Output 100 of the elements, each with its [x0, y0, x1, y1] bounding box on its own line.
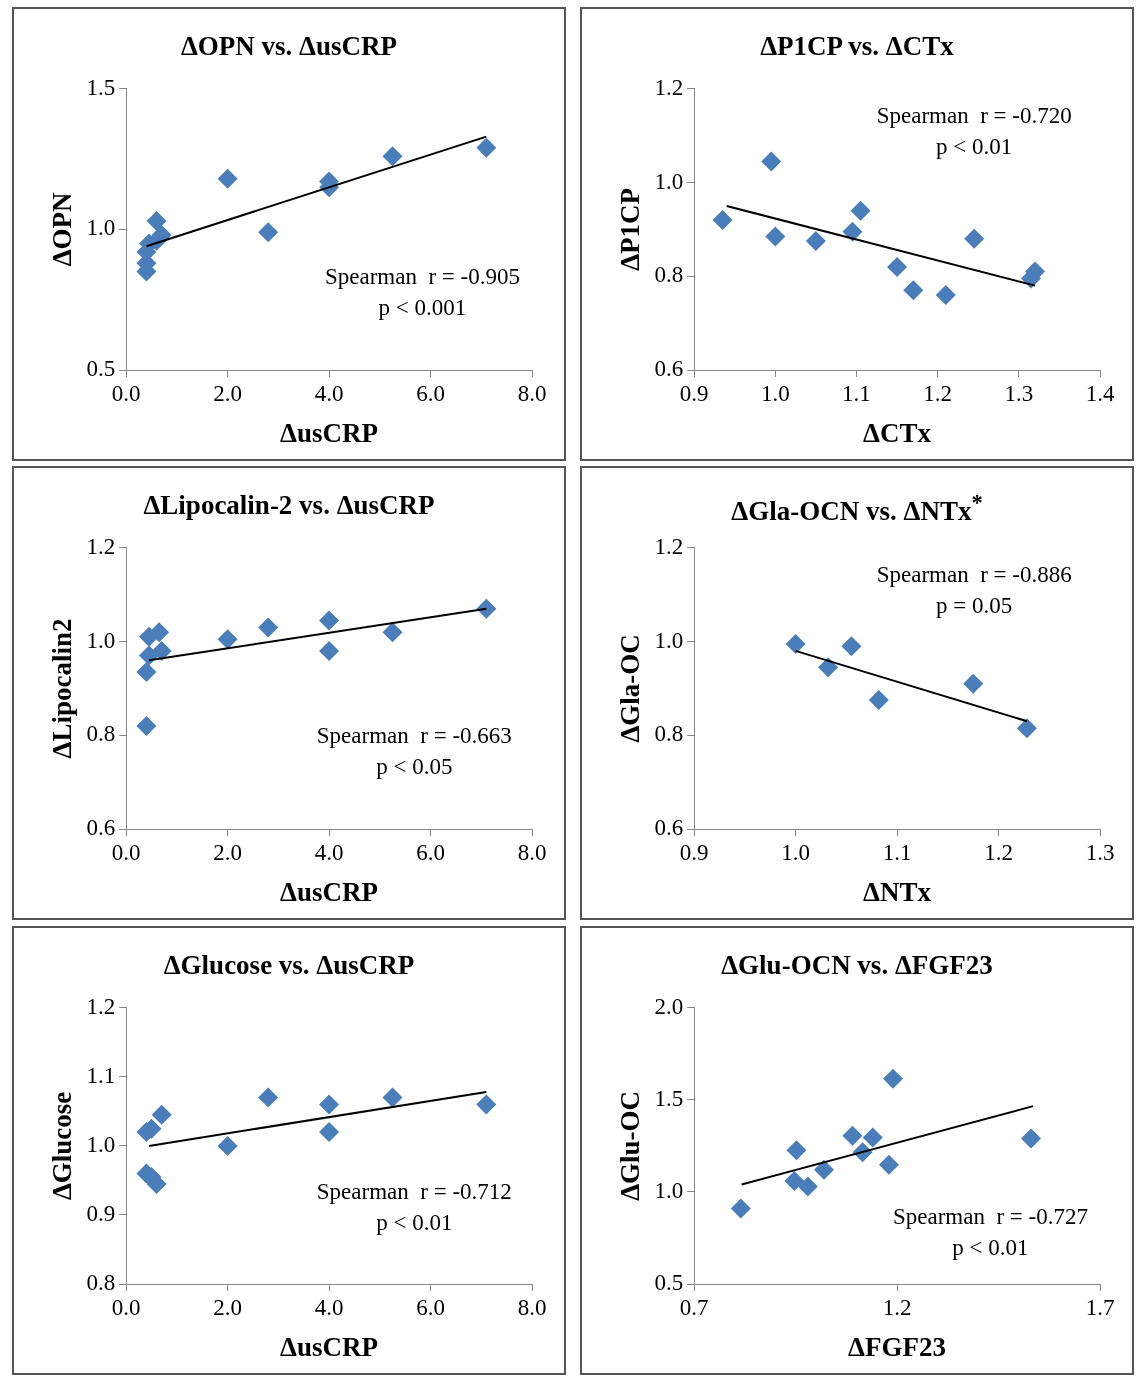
- x-tick-label: 0.0: [111, 1294, 141, 1320]
- point: [903, 280, 924, 301]
- x-tick-label: 2.0: [213, 380, 242, 406]
- point: [382, 622, 403, 643]
- point: [730, 1198, 751, 1219]
- x-tick-label: 1.7: [1085, 1294, 1115, 1320]
- y-tick-label: 0.8: [654, 721, 684, 747]
- annotation: Spearman r = -0.712: [316, 1179, 512, 1205]
- point: [151, 1104, 172, 1125]
- x-tick-label: 0.9: [679, 380, 709, 406]
- y-tick-label: 0.8: [86, 1270, 116, 1296]
- point: [476, 1094, 497, 1115]
- chart-title: ΔGlucose vs. ΔusCRP: [162, 950, 416, 981]
- point: [814, 1159, 835, 1180]
- y-tick-label: 1.5: [86, 74, 116, 100]
- point: [887, 256, 908, 277]
- point: [797, 1176, 818, 1197]
- x-tick-label: 8.0: [517, 839, 547, 865]
- y-tick-label: 1.0: [654, 168, 684, 194]
- point: [805, 231, 826, 252]
- y-tick-label: 0.6: [654, 815, 684, 841]
- x-tick-label: 1.2: [984, 839, 1013, 865]
- chart-title: ΔOPN vs. ΔusCRP: [179, 31, 399, 62]
- y-tick-label: 1.0: [86, 1131, 116, 1157]
- point: [382, 1087, 403, 1108]
- annotation: p < 0.01: [936, 134, 1013, 160]
- point: [761, 151, 782, 172]
- y-axis-title: ΔLipocalin2: [47, 618, 78, 759]
- point: [963, 673, 984, 694]
- point: [784, 1170, 805, 1191]
- x-axis-title: ΔFGF23: [848, 1331, 947, 1362]
- point: [476, 598, 497, 619]
- annotation: p < 0.01: [952, 1235, 1029, 1261]
- y-tick-label: 0.6: [86, 815, 116, 841]
- point: [382, 146, 403, 167]
- x-tick-label: 0.7: [679, 1294, 709, 1320]
- x-tick-label: 1.2: [923, 380, 953, 406]
- point: [217, 168, 238, 189]
- x-tick-label: 4.0: [314, 839, 344, 865]
- point: [146, 210, 167, 231]
- y-axis-title: ΔGlucose: [47, 1091, 78, 1201]
- point: [842, 1125, 863, 1146]
- x-tick-label: 6.0: [416, 839, 445, 865]
- point: [476, 137, 497, 158]
- chart-title: ΔGlu-OCN vs. ΔFGF23: [720, 950, 994, 981]
- chart-title: ΔP1CP vs. ΔCTx: [759, 31, 955, 62]
- point: [136, 715, 157, 736]
- annotation: Spearman r = -0.727: [892, 1204, 1088, 1230]
- point: [319, 1122, 340, 1143]
- point: [258, 617, 279, 638]
- point: [1016, 718, 1037, 739]
- x-tick-label: 1.1: [842, 380, 871, 406]
- x-tick-label: 0.9: [679, 839, 709, 865]
- annotation: Spearman r = -0.720: [876, 103, 1072, 129]
- point: [868, 690, 889, 711]
- y-tick-label: 1.0: [654, 1177, 684, 1203]
- point: [818, 657, 839, 678]
- point: [151, 640, 172, 661]
- y-axis-title: ΔOPN: [47, 191, 78, 267]
- x-tick-label: 1.2: [882, 1294, 912, 1320]
- y-tick-label: 0.8: [86, 721, 116, 747]
- x-axis-title: ΔNTx: [863, 876, 932, 907]
- y-axis-title: ΔGla-OC: [615, 634, 646, 743]
- x-tick-label: 1.1: [882, 839, 912, 865]
- y-tick-label: 1.5: [654, 1085, 684, 1111]
- x-tick-label: 2.0: [213, 839, 242, 865]
- point: [319, 1094, 340, 1115]
- y-tick-label: 1.2: [654, 74, 684, 100]
- y-axis-title: ΔP1CP: [615, 187, 646, 271]
- y-tick-label: 0.5: [86, 356, 116, 382]
- x-tick-label: 1.4: [1085, 380, 1115, 406]
- y-tick-label: 1.2: [86, 533, 116, 559]
- x-axis-title: ΔCTx: [863, 417, 932, 448]
- x-axis-title: ΔusCRP: [280, 417, 379, 448]
- point: [217, 629, 238, 650]
- y-tick-label: 0.5: [654, 1270, 684, 1296]
- x-tick-label: 8.0: [517, 1294, 547, 1320]
- point: [1021, 1128, 1042, 1149]
- x-tick-label: 1.3: [1004, 380, 1034, 406]
- y-tick-label: 1.2: [654, 533, 684, 559]
- point: [935, 285, 956, 306]
- point: [258, 1087, 279, 1108]
- y-tick-label: 1.0: [654, 627, 684, 653]
- annotation: Spearman r = -0.905: [324, 263, 520, 289]
- annotation: p < 0.01: [376, 1210, 453, 1236]
- point: [842, 221, 863, 242]
- annotation: p = 0.05: [936, 593, 1013, 619]
- x-axis-title: ΔusCRP: [280, 876, 379, 907]
- annotation: Spearman r = -0.663: [316, 722, 512, 748]
- x-tick-label: 2.0: [213, 1294, 242, 1320]
- point: [217, 1135, 238, 1156]
- point: [712, 210, 733, 231]
- annotation: p < 0.001: [378, 294, 467, 320]
- chart-title: ΔLipocalin-2 vs. ΔusCRP: [142, 490, 436, 521]
- x-tick-label: 4.0: [314, 1294, 344, 1320]
- y-tick-label: 1.2: [86, 993, 116, 1019]
- x-tick-label: 4.0: [314, 380, 344, 406]
- point: [862, 1127, 883, 1148]
- x-tick-label: 1.0: [760, 380, 790, 406]
- y-axis-title: ΔGlu-OC: [615, 1090, 646, 1201]
